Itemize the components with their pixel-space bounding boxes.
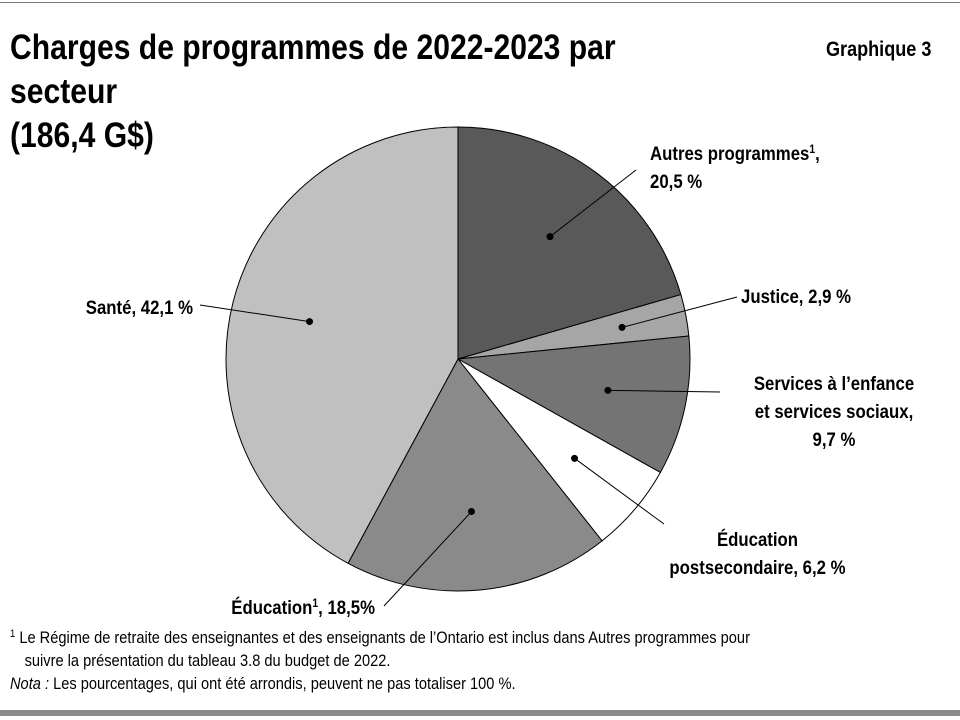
- title-line-2: (186,4 G$): [10, 116, 154, 155]
- leader-dot-4: [467, 508, 475, 516]
- pie-slices: [225, 126, 691, 592]
- leader-line-0: [549, 169, 637, 238]
- label-services-sociaux: Services à l’enfance et services sociaux…: [753, 373, 915, 451]
- chart-notes: 1 Le Régime de retraite des enseignantes…: [10, 626, 939, 695]
- leader-line-4: [383, 511, 472, 607]
- pie-slice-0: [457, 126, 682, 360]
- leader-line-2: [607, 389, 721, 393]
- leader-dot-1: [618, 323, 626, 331]
- pie-slice-4: [347, 358, 603, 592]
- label-sante: Santé, 42,1 %: [85, 297, 193, 319]
- leader-line-1: [621, 296, 738, 328]
- leader-dot-5: [306, 318, 314, 326]
- leader-dot-0: [546, 233, 554, 241]
- leader-lines: [199, 169, 738, 607]
- leader-line-5: [199, 304, 310, 323]
- label-justice: Justice, 2,9 %: [741, 286, 851, 308]
- leader-line-3: [574, 457, 665, 525]
- chart-title: Charges de programmes de 2022-2023 par s…: [10, 26, 698, 158]
- bottom-rule: [0, 710, 960, 716]
- leader-dot-3: [571, 454, 579, 462]
- footnote-1: 1 Le Régime de retraite des enseignantes…: [10, 628, 750, 647]
- pie-slice-5: [225, 126, 459, 564]
- label-autres-programmes: Autres programmes1, 20,5 %: [650, 142, 820, 193]
- footnote-1-continued: suivre la présentation du tableau 3.8 du…: [24, 651, 391, 670]
- top-rule: [0, 2, 960, 3]
- label-education: Éducation1, 18,5%: [231, 596, 375, 619]
- chart-number: Graphique 3: [826, 38, 932, 61]
- pie-slice-2: [456, 335, 691, 474]
- leader-dot-2: [604, 386, 612, 394]
- title-line-1: Charges de programmes de 2022-2023 par s…: [10, 28, 616, 111]
- label-education-postsecondaire: Éducation postsecondaire, 6,2 %: [669, 529, 846, 579]
- nota: Nota : Les pourcentages, qui ont été arr…: [10, 674, 516, 693]
